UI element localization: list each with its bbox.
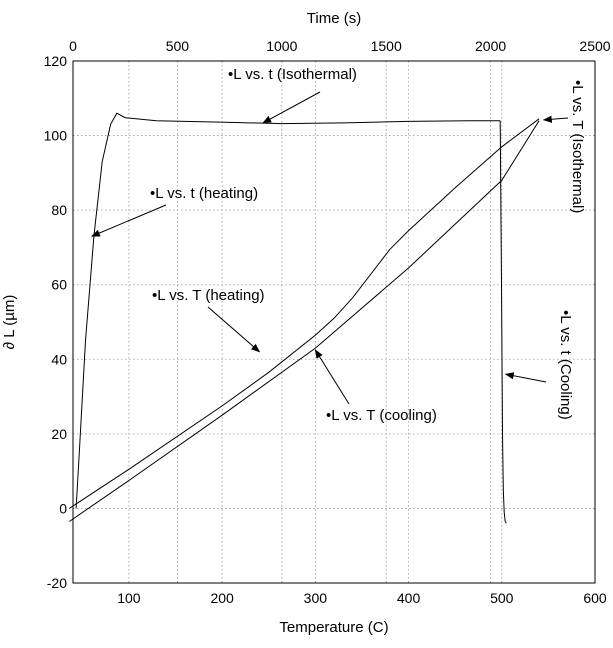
annotation-arrow bbox=[90, 204, 167, 237]
series-line bbox=[499, 120, 507, 524]
bottom-tick-label: 600 bbox=[583, 590, 607, 606]
series-line bbox=[75, 112, 501, 509]
annotations: •L vs. t (Isothermal) •L vs. t (heating) •… bbox=[90, 66, 586, 424]
y-tick-label: 120 bbox=[44, 53, 68, 69]
top-tick-label: 2500 bbox=[579, 38, 610, 54]
annotation-label: •L vs. T (heating) bbox=[152, 287, 265, 304]
annotation-label: •L vs. t (Isothermal) bbox=[228, 66, 357, 83]
annotation-arrow bbox=[207, 306, 261, 353]
top-tick-label: 1000 bbox=[266, 38, 297, 54]
bottom-tick-label: 500 bbox=[490, 590, 514, 606]
top-tick-label: 1500 bbox=[371, 38, 402, 54]
y-tick-label: -20 bbox=[47, 575, 67, 591]
y-tick-label: 60 bbox=[51, 277, 67, 293]
annotation-label: •L vs. T (Isothermal) bbox=[569, 80, 586, 213]
annotation-label: •L vs. t (heating) bbox=[150, 185, 258, 202]
y-tick-label: 80 bbox=[51, 202, 67, 218]
annotation-arrow bbox=[314, 349, 350, 405]
series-line bbox=[69, 118, 540, 509]
annotation-label: •L vs. T (cooling) bbox=[326, 407, 437, 424]
annotation-arrow bbox=[262, 91, 321, 124]
bottom-axis-title: Temperature (C) bbox=[279, 619, 388, 636]
bottom-tick-label: 100 bbox=[117, 590, 141, 606]
y-tick-label: 0 bbox=[59, 500, 67, 516]
y-tick-label: 100 bbox=[44, 128, 68, 144]
series-group bbox=[69, 112, 540, 524]
annotation-arrow bbox=[542, 115, 569, 123]
series-line bbox=[69, 120, 540, 522]
y-tick-label: 40 bbox=[51, 351, 67, 367]
grid-lines bbox=[73, 61, 595, 583]
bottom-tick-label: 300 bbox=[304, 590, 328, 606]
y-tick-label: 20 bbox=[51, 426, 67, 442]
annotation-label: •L vs. t (Cooling) bbox=[557, 310, 574, 420]
top-tick-label: 2000 bbox=[475, 38, 506, 54]
bottom-tick-label: 200 bbox=[210, 590, 234, 606]
plot-frame bbox=[72, 60, 596, 584]
top-axis-title: Time (s) bbox=[307, 10, 361, 27]
bottom-tick-label: 400 bbox=[397, 590, 421, 606]
y-axis-title: ∂ L (µm) bbox=[1, 295, 18, 350]
top-tick-label: 500 bbox=[166, 38, 190, 54]
annotation-arrow bbox=[504, 372, 547, 383]
top-tick-label: 0 bbox=[69, 38, 77, 54]
